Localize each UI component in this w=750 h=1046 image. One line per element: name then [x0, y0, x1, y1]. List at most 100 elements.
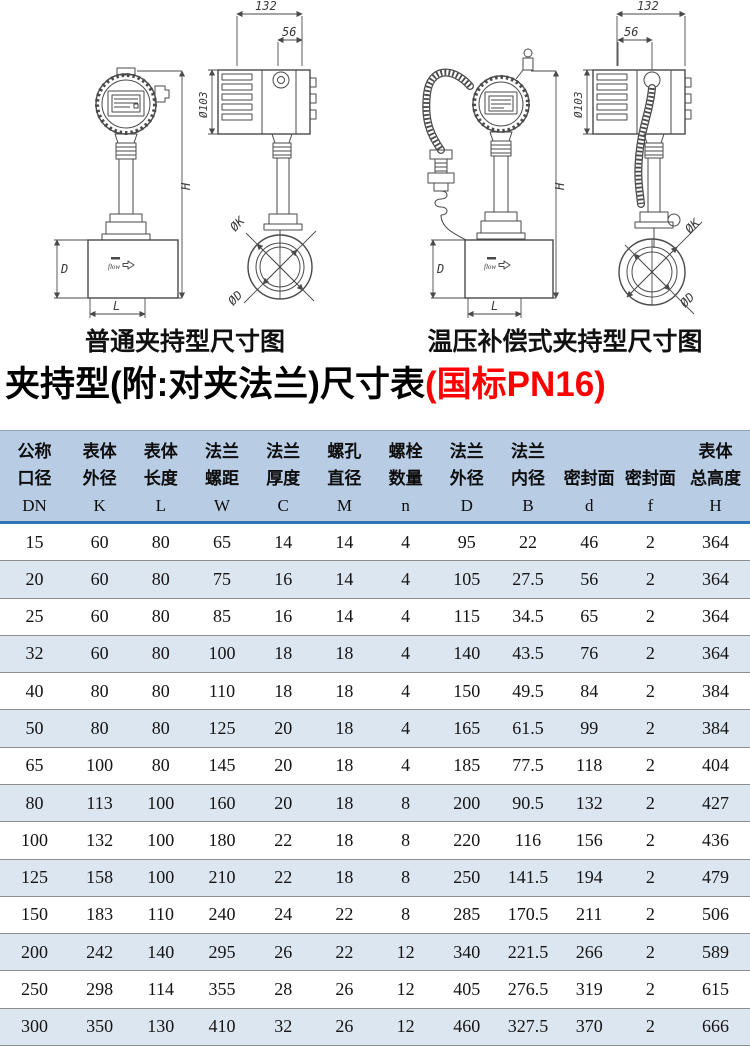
table-cell: 18: [335, 718, 354, 739]
column-header: 表体 外径 K: [82, 442, 117, 515]
dim-label-132: 132: [255, 0, 277, 13]
table-cell: 84: [580, 680, 599, 701]
table-cell: 14: [274, 531, 293, 552]
table-cell: 220: [453, 829, 481, 850]
table-cell: 18: [335, 792, 354, 813]
table-cell: 240: [208, 904, 236, 925]
table-cell: 410: [208, 1016, 236, 1037]
table-cell: 2: [645, 829, 655, 850]
dim-label-dD: ØD: [225, 288, 245, 308]
table-row: 250 298 114 355 28 26 12 405 276.5 319 2 615: [0, 971, 750, 1009]
table-cell: 2: [645, 755, 655, 776]
column-header: 密封面 d: [563, 469, 615, 515]
table-cell: 43.5: [512, 643, 544, 664]
table-cell: 22: [335, 904, 354, 925]
table-cell: 4: [401, 606, 411, 627]
flow-direction-label: flow: [484, 263, 496, 271]
dimension-table: 公称 口径 DN 表体 外径 K 表体 长度 L 法兰 螺距 W 法兰 厚度 C 螺孔 直径 M 螺栓 数量 n 法兰 外径…: [0, 430, 750, 1046]
table-cell: 85: [212, 606, 231, 627]
table-cell: 350: [86, 1016, 114, 1037]
table-cell: 24: [274, 904, 293, 925]
table-cell: 2: [645, 568, 655, 589]
table-cell: 2: [645, 979, 655, 1000]
table-cell: 200: [21, 941, 48, 962]
diagram-ordinary-clamp: flow: [0, 0, 350, 320]
table-cell: 242: [86, 941, 114, 962]
table-cell: 26: [335, 1016, 354, 1037]
table-cell: 4: [401, 718, 411, 739]
table-cell: 170.5: [507, 904, 549, 925]
table-cell: 99: [580, 718, 599, 739]
table-cell: 18: [274, 643, 293, 664]
table-cell: 141.5: [507, 867, 549, 888]
table-cell: 16: [274, 568, 293, 589]
dim-label-L: L: [113, 299, 120, 313]
column-header: 表体 长度 L: [143, 442, 178, 515]
table-cell: 65: [25, 755, 44, 776]
table-cell: 20: [274, 755, 293, 776]
table-cell: 479: [702, 867, 729, 888]
table-cell: 404: [702, 755, 729, 776]
table-cell: 2: [645, 867, 655, 888]
column-header: 密封面 f: [624, 469, 676, 515]
table-cell: 8: [401, 904, 411, 925]
table-cell: 165: [453, 718, 481, 739]
table-cell: 18: [335, 680, 354, 701]
dim-label-56: 56: [624, 25, 638, 39]
table-cell: 150: [21, 904, 48, 925]
table-cell: 26: [335, 979, 354, 1000]
table-cell: 183: [86, 904, 114, 925]
table-row: 40 80 80 110 18 18 4 150 49.5 84 2 384: [0, 673, 750, 711]
table-row: 65 100 80 145 20 18 4 185 77.5 118 2 404: [0, 747, 750, 785]
table-cell: 200: [453, 792, 481, 813]
table-cell: 18: [335, 867, 354, 888]
section-title-standard: (国标PN16): [424, 365, 606, 404]
column-header: 法兰 厚度 C: [266, 442, 301, 515]
table-cell: 2: [645, 718, 655, 739]
table-cell: 8: [401, 792, 411, 813]
table-cell: 4: [401, 755, 411, 776]
table-row: 150 183 110 240 24 22 8 285 170.5 211 2 506: [0, 896, 750, 935]
dimension-lines: [429, 10, 686, 318]
table-cell: 65: [580, 606, 599, 627]
table-body: 15 60 80 65 14 14 4 95 22 46 2 364 20 60 80 75 16 14 4 105 2…: [0, 524, 750, 1046]
diagram-temp-pressure-clamp: flow: [380, 0, 750, 320]
table-cell: 28: [274, 979, 293, 1000]
table-cell: 12: [396, 1016, 415, 1037]
table-cell: 364: [702, 531, 729, 552]
dim-label-H: H: [179, 182, 193, 191]
table-row: 125 158 100 210 22 18 8 250 141.5 194 2 479: [0, 859, 750, 897]
table-row: 300 350 130 410 32 26 12 460 327.5 370 2 666: [0, 1008, 750, 1046]
table-cell: 384: [702, 718, 729, 739]
table-cell: 2: [645, 606, 655, 627]
table-row: 80 113 100 160 20 18 8 200 90.5 132 2 427: [0, 784, 750, 823]
dim-label-D: D: [436, 262, 444, 276]
table-cell: 2: [645, 1016, 655, 1037]
table-cell: 77.5: [512, 755, 544, 776]
table-cell: 80: [90, 718, 109, 739]
side-view-lines: [592, 69, 703, 315]
table-cell: 65: [212, 531, 231, 552]
table-row: 100 132 100 180 22 18 8 220 116 156 2 436: [0, 822, 750, 860]
dimension-lines: [53, 10, 304, 318]
dim-label-L: L: [491, 299, 498, 313]
table-cell: 460: [453, 1016, 481, 1037]
table-cell: 22: [335, 941, 354, 962]
dim-label-dK: ØK: [682, 215, 703, 236]
column-header: 法兰 内径 B: [510, 442, 545, 515]
table-cell: 211: [576, 904, 603, 925]
table-cell: 370: [575, 1016, 603, 1037]
column-header: 螺孔 直径 M: [327, 442, 362, 515]
table-cell: 615: [702, 979, 729, 1000]
table-cell: 22: [274, 829, 293, 850]
table-cell: 80: [151, 680, 170, 701]
table-cell: 436: [702, 829, 729, 850]
table-cell: 100: [147, 867, 175, 888]
table-cell: 90.5: [512, 792, 544, 813]
column-header: 法兰 螺距 W: [204, 442, 239, 515]
column-header: 表体 总高度 H: [690, 442, 741, 515]
table-cell: 110: [147, 904, 174, 925]
table-cell: 160: [208, 792, 236, 813]
table-cell: 12: [396, 979, 415, 1000]
